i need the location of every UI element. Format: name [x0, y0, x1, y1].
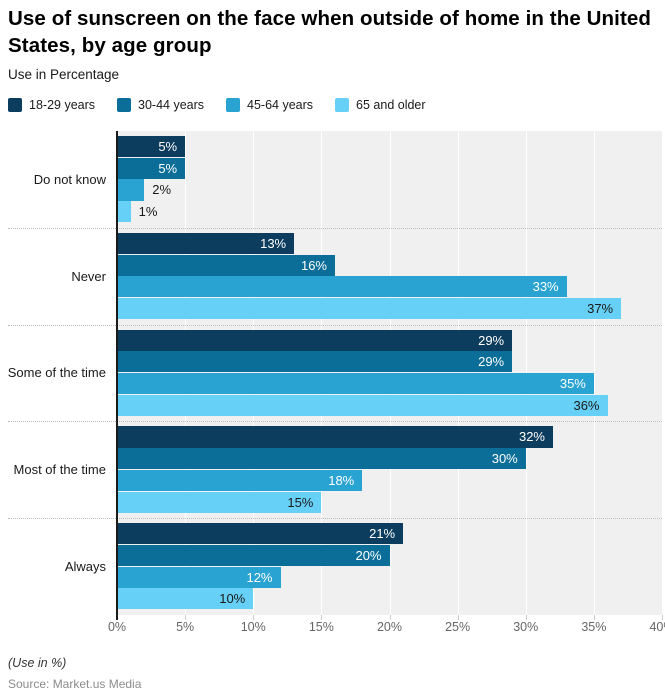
category-label: Never: [71, 268, 106, 284]
bar-65-and-older: [117, 297, 622, 320]
category-separator-line: [8, 325, 662, 326]
legend-item: 18-29 years: [8, 98, 95, 112]
axis-tickmark: [253, 615, 255, 620]
bar-value-label: 18%: [328, 472, 355, 488]
bar-18-29-years: [117, 329, 513, 351]
legend-swatch-icon: [8, 98, 22, 112]
legend-label: 18-29 years: [29, 98, 96, 112]
chart-subtitle: Use in Percentage: [8, 67, 120, 82]
bar-value-label: 29%: [478, 332, 505, 348]
bar-30-44-years: [117, 448, 526, 470]
bar-30-44-years: [117, 351, 513, 373]
bar-value-label: 12%: [246, 569, 273, 585]
bar-value-label: 5%: [158, 139, 178, 154]
axis-tickmark: [525, 615, 527, 620]
x-axis-tick-label: 35%: [581, 620, 607, 634]
bar-45-64-years: [117, 373, 594, 395]
chart-note: (Use in %): [8, 656, 67, 670]
axis-tickmark: [457, 615, 459, 620]
legend-item: 45-64 years: [226, 98, 313, 112]
x-axis-tick-label: 40%: [649, 620, 665, 634]
category-label: Some of the time: [7, 365, 106, 381]
legend-item: 65 and older: [335, 98, 426, 112]
x-axis-tick-label: 0%: [107, 620, 127, 634]
bar-value-label: 13%: [260, 235, 287, 251]
plot-area: Do not know 5% 5% 2% 1% Never 13% 16% 33% 37% Some…: [0, 131, 665, 620]
bar-18-29-years: [117, 426, 553, 448]
axis-tickmark: [662, 615, 663, 620]
category-label: Do not know: [33, 171, 106, 187]
category-label: Always: [64, 559, 106, 575]
vertical-gridline: [593, 131, 595, 615]
bar-30-44-years: [117, 254, 335, 276]
chart-title: Use of sunscreen on the face when outsid…: [8, 7, 652, 57]
bar-45-64-years: [117, 276, 567, 298]
bar-value-label: 29%: [478, 354, 505, 370]
bar-value-label: 15%: [287, 494, 314, 510]
legend-swatch-icon: [335, 98, 350, 112]
bar-18-29-years: [117, 232, 295, 254]
bar-value-label: 30%: [491, 451, 518, 467]
legend-swatch-icon: [117, 98, 132, 112]
bar-value-label: 36%: [573, 397, 600, 413]
legend: 18-29 years 30-44 years 45-64 years 65 and …: [8, 98, 426, 112]
x-axis-tick-label: 20%: [376, 620, 403, 634]
category-separator-line: [8, 228, 662, 229]
bar-65-and-older: [117, 394, 608, 416]
x-axis-tick-label: 15%: [308, 620, 334, 634]
bar-value-label: 10%: [219, 591, 246, 607]
bar-45-64-years: [117, 566, 281, 588]
bar-65-and-older: [117, 588, 254, 610]
x-axis-tick-label: 30%: [513, 620, 539, 634]
bar-30-44-years: [117, 544, 390, 567]
bar-value-label: 20%: [355, 547, 382, 563]
vertical-gridline: [662, 131, 663, 615]
legend-swatch-icon: [226, 98, 241, 112]
axis-baseline: [116, 131, 118, 620]
bar-65-and-older: [117, 491, 322, 513]
bar-65-and-older: [117, 201, 131, 223]
bar-45-64-years: [117, 469, 363, 491]
bar-value-label: 33%: [532, 279, 559, 295]
bar-value-label: 1%: [138, 204, 158, 220]
bar-value-label: 32%: [518, 429, 545, 445]
category-separator-line: [8, 518, 662, 519]
bar-value-label: 21%: [369, 526, 396, 542]
legend-label: 30-44 years: [138, 98, 205, 112]
category-separator-line: [8, 421, 662, 422]
bar-45-64-years: [117, 179, 145, 201]
legend-label: 45-64 years: [247, 98, 314, 112]
bar-value-label: 2%: [152, 182, 172, 198]
bar-18-29-years: [117, 523, 404, 545]
legend-item: 30-44 years: [117, 98, 204, 112]
axis-tickmark: [321, 615, 323, 620]
chart-source: Source: Market.us Media: [8, 677, 142, 691]
bar-value-label: 35%: [559, 376, 586, 391]
bar-value-label: 5%: [158, 160, 178, 176]
x-axis-tick-label: 5%: [176, 620, 195, 634]
category-label: Most of the time: [13, 462, 106, 478]
x-axis-tick-label: 25%: [445, 620, 471, 634]
x-axis-tick-label: 10%: [240, 620, 266, 634]
axis-tickmark: [185, 615, 187, 620]
bar-value-label: 37%: [587, 300, 614, 316]
x-axis-tick-labels: 0% 5% 10% 15% 20% 25% 30% 35% 40%: [0, 620, 665, 635]
bar-30-44-years: [117, 157, 186, 179]
bar-18-29-years: [117, 136, 186, 158]
bar-value-label: 16%: [300, 257, 327, 273]
axis-tickmark: [389, 615, 391, 620]
axis-tickmark: [593, 615, 595, 620]
legend-label: 65 and older: [356, 98, 426, 112]
